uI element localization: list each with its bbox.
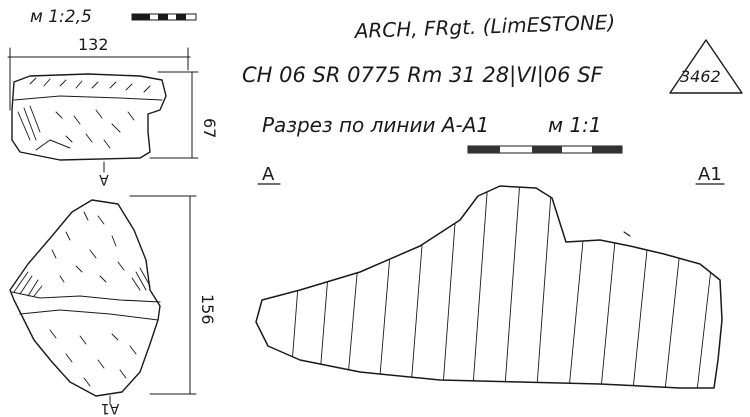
section-left-label: A (262, 164, 275, 185)
top-width-dim: 132 (78, 35, 109, 54)
top-view: 132 67 A (7, 35, 219, 187)
front-view: 156 A1 (9, 195, 217, 416)
top-section-label: A (99, 171, 109, 187)
catalog-text: CH 06 SR 0775 Rm 31 28|VI|06 SF (242, 63, 604, 88)
scale-bar-small (131, 13, 197, 21)
scale-label-large: м 1:1 (548, 113, 602, 137)
sf-triangle: 3462 (669, 39, 743, 94)
sf-number: 3462 (680, 67, 721, 86)
front-section-label: A1 (101, 400, 119, 416)
cross-section: A A1 (255, 164, 725, 389)
scale-bar-large (467, 145, 623, 154)
section-caption: Разрез по линии A-A1 (262, 113, 489, 137)
front-height-dim: 156 (198, 294, 217, 325)
section-right-label: A1 (698, 164, 722, 185)
scale-label-small: м 1:2,5 (30, 7, 92, 27)
title-text: ARCH, FRgt. (LimESTONE) (352, 10, 615, 43)
top-height-dim: 67 (200, 118, 219, 138)
